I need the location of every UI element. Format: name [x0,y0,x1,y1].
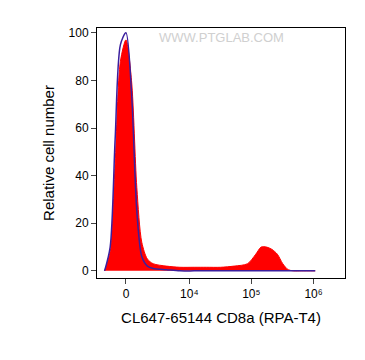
svg-text:100: 100 [69,26,89,40]
svg-text:Relative cell number: Relative cell number [40,85,57,221]
svg-text:10⁵: 10⁵ [242,287,260,301]
svg-text:80: 80 [75,74,89,88]
svg-text:20: 20 [75,216,89,230]
svg-text:0: 0 [82,264,89,278]
svg-text:60: 60 [75,121,89,135]
svg-text:40: 40 [75,169,89,183]
svg-text:0: 0 [123,287,130,301]
svg-text:10⁴: 10⁴ [180,287,199,301]
svg-text:CL647-65144 CD8a (RPA-T4): CL647-65144 CD8a (RPA-T4) [121,309,321,326]
svg-text:WWW.PTGLAB.COM: WWW.PTGLAB.COM [159,30,284,45]
svg-text:10⁶: 10⁶ [304,287,322,301]
